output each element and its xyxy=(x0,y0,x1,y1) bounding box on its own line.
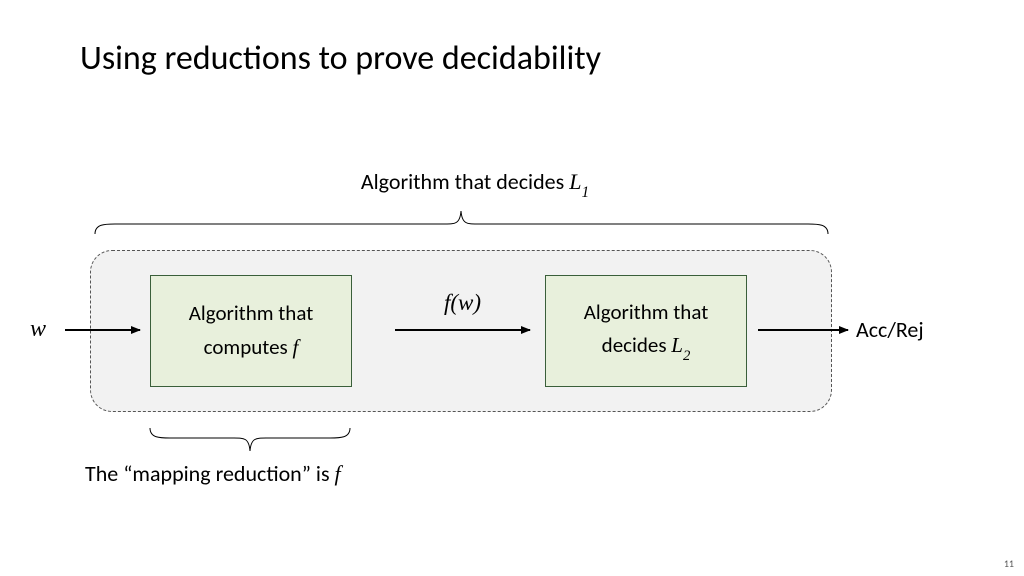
box2-line1: Algorithm that xyxy=(584,299,708,325)
brace-top xyxy=(95,211,828,234)
box-decide-l2: Algorithm that decides L2 xyxy=(545,275,747,387)
slide-title-text: Using reductions to prove decidability xyxy=(80,38,601,79)
box1-line2-math: f xyxy=(292,335,298,359)
box-compute-f: Algorithm that computes f xyxy=(150,275,352,387)
output-text: Acc/Rej xyxy=(856,316,924,343)
bottom-brace-prefix: The “mapping reduction” is xyxy=(85,460,335,487)
box2-content: Algorithm that decides L2 xyxy=(584,296,708,366)
bottom-brace-label: The “mapping reduction” is f xyxy=(85,460,341,487)
brace-bottom xyxy=(150,428,350,451)
mid-label-text: f(w) xyxy=(444,290,481,315)
box1-line2-prefix: computes xyxy=(204,334,293,360)
box1-line1: Algorithm that xyxy=(189,300,313,326)
bottom-brace-math: f xyxy=(335,461,341,486)
input-w-text: w xyxy=(30,316,46,342)
top-brace-L: L xyxy=(569,169,581,194)
mid-label-fw: f(w) xyxy=(395,290,530,316)
top-brace-sub: 1 xyxy=(581,184,589,201)
output-label: Acc/Rej xyxy=(856,316,924,343)
top-brace-prefix: Algorithm that decides xyxy=(361,168,569,195)
page-number: 11 xyxy=(1004,557,1014,570)
page-number-text: 11 xyxy=(1004,557,1014,570)
slide-title: Using reductions to prove decidability xyxy=(80,38,601,79)
box2-line2-prefix: decides xyxy=(602,332,672,358)
box1-content: Algorithm that computes f xyxy=(189,297,313,364)
box2-line2-L: L xyxy=(671,333,683,357)
box2-line2-sub: 2 xyxy=(683,348,690,364)
input-w: w xyxy=(30,316,46,343)
top-brace-label: Algorithm that decides L1 xyxy=(250,168,700,199)
